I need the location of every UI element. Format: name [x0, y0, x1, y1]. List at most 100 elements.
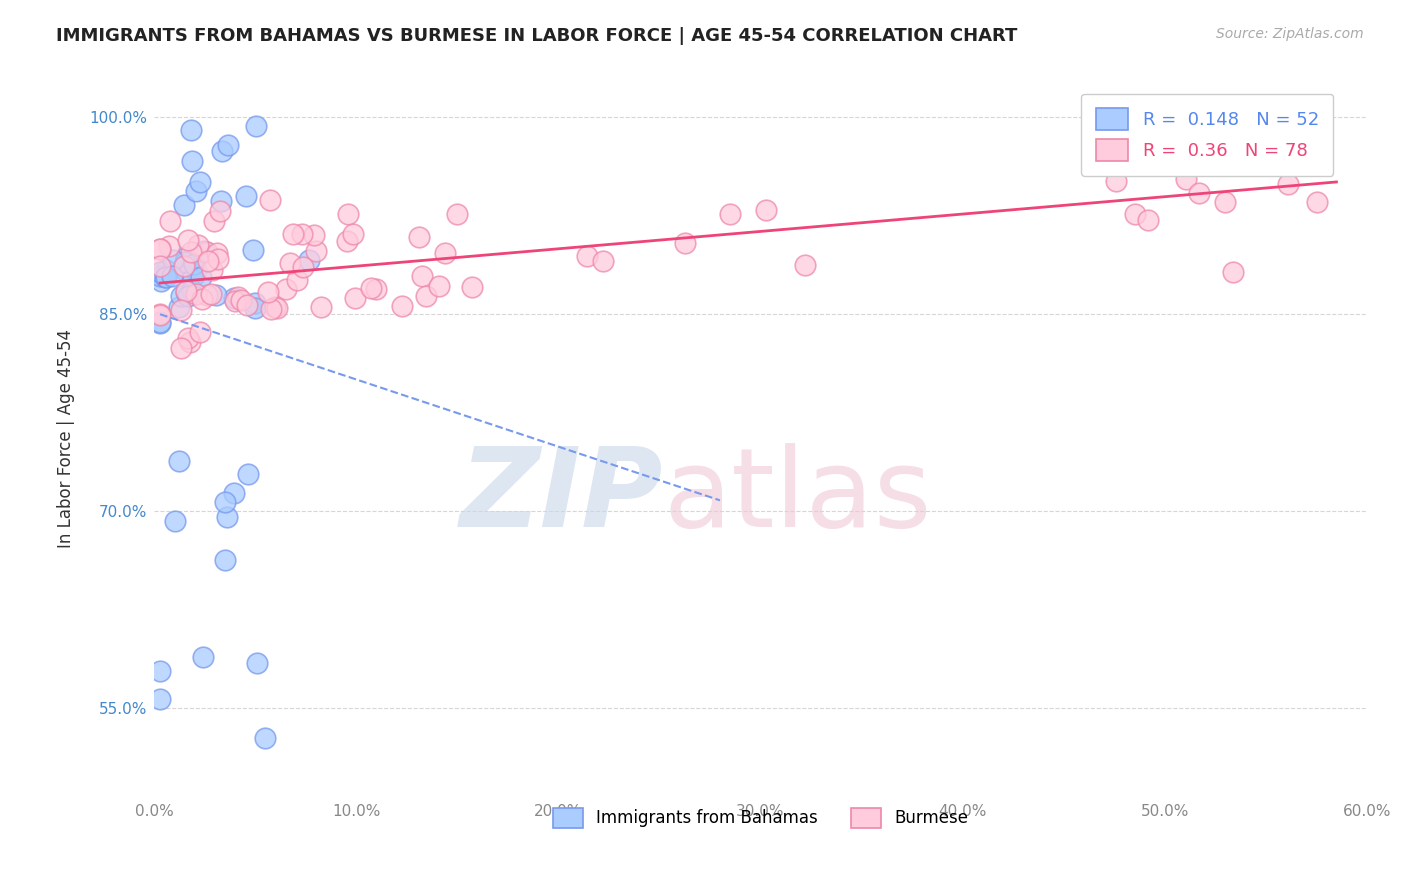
Point: [1222, 265, 1244, 279]
Point: [170, 289, 193, 303]
Point: [259, 193, 281, 207]
Point: [1277, 177, 1299, 191]
Point: [575, 249, 598, 263]
Point: [256, 285, 278, 299]
Point: [281, 227, 304, 241]
Point: [245, 301, 267, 315]
Point: [186, 184, 208, 198]
Point: [149, 265, 172, 279]
Point: [195, 244, 218, 259]
Point: [149, 664, 172, 678]
Point: [169, 454, 191, 468]
Point: [366, 282, 388, 296]
Point: [336, 235, 359, 249]
Point: [200, 287, 222, 301]
Point: [201, 263, 224, 277]
Point: [202, 214, 225, 228]
Point: [245, 119, 267, 133]
Point: [1188, 186, 1211, 200]
Point: [179, 334, 201, 349]
Y-axis label: In Labor Force | Age 45-54: In Labor Force | Age 45-54: [58, 329, 75, 548]
Point: [177, 289, 200, 303]
Point: [181, 269, 204, 284]
Point: [174, 255, 197, 269]
Text: atlas: atlas: [664, 442, 932, 549]
Point: [176, 233, 198, 247]
Point: [391, 299, 413, 313]
Point: [224, 293, 246, 308]
Point: [411, 269, 433, 284]
Point: [149, 317, 172, 331]
Point: [181, 283, 204, 297]
Point: [195, 288, 218, 302]
Point: [224, 486, 246, 500]
Point: [176, 250, 198, 264]
Point: [217, 509, 239, 524]
Point: [209, 203, 232, 218]
Point: [236, 467, 259, 482]
Point: [170, 302, 193, 317]
Point: [1175, 172, 1198, 186]
Point: [337, 206, 360, 220]
Point: [408, 229, 430, 244]
Point: [235, 188, 257, 202]
Point: [434, 246, 457, 260]
Point: [718, 207, 741, 221]
Point: [217, 138, 239, 153]
Point: [197, 254, 219, 268]
Point: [245, 295, 267, 310]
Point: [229, 293, 252, 308]
Point: [180, 123, 202, 137]
Point: [186, 287, 208, 301]
Point: [1213, 194, 1236, 209]
Point: [343, 291, 366, 305]
Text: IMMIGRANTS FROM BAHAMAS VS BURMESE IN LABOR FORCE | AGE 45-54 CORRELATION CHART: IMMIGRANTS FROM BAHAMAS VS BURMESE IN LA…: [56, 27, 1018, 45]
Point: [205, 246, 228, 260]
Point: [1306, 194, 1329, 209]
Point: [155, 270, 177, 285]
Point: [1123, 206, 1146, 220]
Point: [292, 260, 315, 275]
Point: [155, 263, 177, 277]
Point: [1105, 174, 1128, 188]
Legend: Immigrants from Bahamas, Burmese: Immigrants from Bahamas, Burmese: [546, 801, 974, 835]
Point: [159, 213, 181, 227]
Point: [1081, 144, 1104, 158]
Point: [427, 279, 450, 293]
Point: [162, 252, 184, 267]
Point: [342, 227, 364, 241]
Point: [755, 203, 778, 218]
Point: [149, 692, 172, 706]
Point: [174, 285, 197, 299]
Point: [260, 302, 283, 317]
Point: [794, 258, 817, 272]
Point: [205, 288, 228, 302]
Point: [214, 495, 236, 509]
Point: [149, 242, 172, 256]
Point: [188, 325, 211, 339]
Point: [149, 259, 172, 273]
Point: [242, 244, 264, 258]
Point: [360, 280, 382, 294]
Point: [302, 227, 325, 242]
Point: [183, 257, 205, 271]
Point: [207, 252, 229, 267]
Point: [291, 227, 314, 241]
Point: [190, 270, 212, 285]
Point: [224, 291, 246, 305]
Point: [153, 270, 176, 285]
Point: [149, 315, 172, 329]
Point: [460, 280, 482, 294]
Point: [157, 239, 180, 253]
Point: [278, 255, 301, 269]
Point: [184, 262, 207, 277]
Point: [298, 253, 321, 268]
Point: [211, 144, 233, 158]
Point: [149, 243, 172, 257]
Point: [287, 273, 309, 287]
Point: [173, 260, 195, 274]
Point: [187, 237, 209, 252]
Point: [214, 552, 236, 566]
Point: [163, 514, 186, 528]
Point: [309, 301, 332, 315]
